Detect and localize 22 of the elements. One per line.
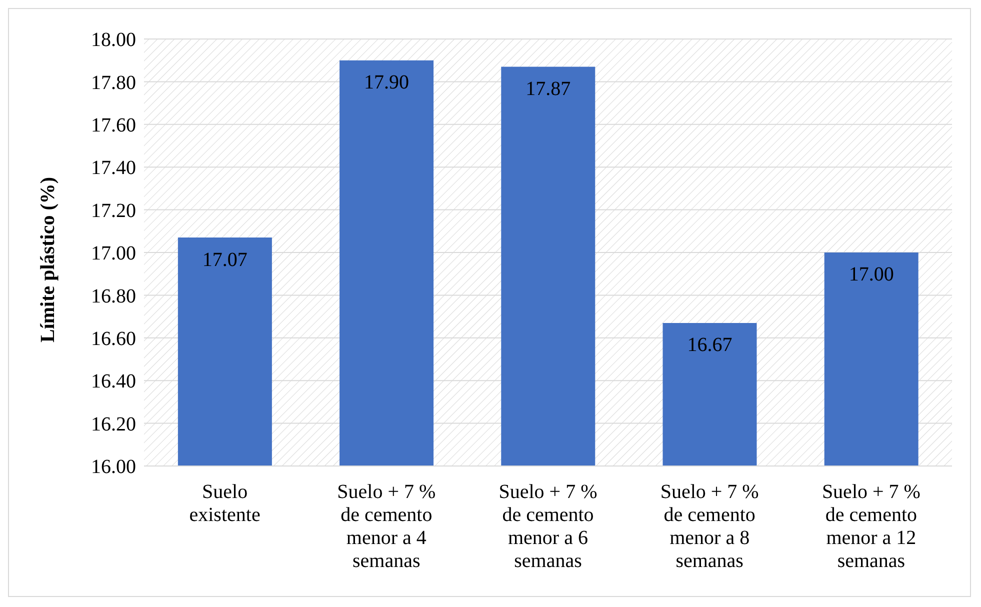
- y-tick-label: 18.00: [91, 29, 136, 52]
- data-label: 17.90: [364, 72, 410, 94]
- y-tick-label: 17.00: [91, 242, 136, 265]
- data-label: 16.67: [687, 334, 732, 356]
- data-label: 17.07: [202, 248, 248, 271]
- y-tick-label: 16.40: [91, 370, 136, 393]
- y-tick-label: 17.20: [91, 200, 136, 222]
- data-label: 17.00: [848, 264, 894, 286]
- x-tick-label: Suelo + 7 % de cemento menor a 4 semanas: [337, 481, 436, 572]
- y-tick-label: 17.60: [91, 114, 136, 136]
- x-tick-label: Suelo existente: [189, 481, 260, 526]
- y-tick-label: 16.20: [91, 413, 136, 436]
- y-tick-label: 17.80: [91, 72, 136, 94]
- y-tick-label: 16.60: [91, 328, 136, 350]
- y-tick-label: 16.00: [91, 456, 136, 478]
- y-axis-title: Límite plástico (%): [37, 176, 60, 342]
- x-tick-label: Suelo + 7 % de cemento menor a 6 semanas: [498, 481, 598, 572]
- y-tick-label: 17.40: [91, 157, 136, 180]
- x-tick-label: Suelo + 7 % de cemento menor a 12 semanas: [822, 481, 920, 572]
- y-tick-label: 16.80: [91, 285, 136, 308]
- x-tick-label: Suelo + 7 % de cemento menor a 8 semanas: [660, 481, 759, 572]
- data-label: 17.87: [526, 78, 571, 100]
